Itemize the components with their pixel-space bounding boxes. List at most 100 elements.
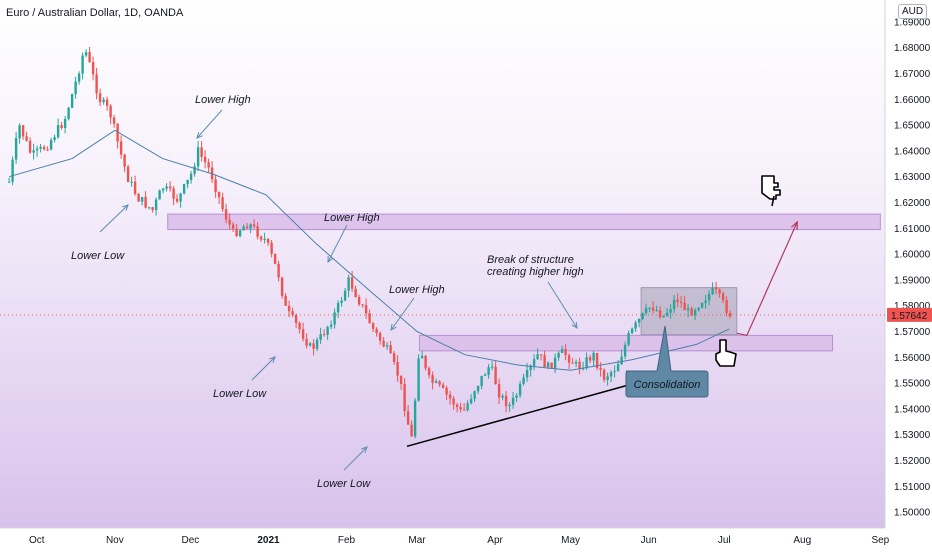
resistance-zone-1 [167,213,881,231]
candle-body [165,186,168,189]
candle-body [186,179,189,185]
x-tick-label: Apr [487,535,503,546]
candle-body [452,398,455,405]
candle-body [483,374,487,376]
label-break-structure-line1: Break of structure [487,254,574,266]
candle-body [658,310,662,318]
candle-body [476,385,480,392]
label-lower-low-3: Lower Low [317,478,371,490]
candle-body [585,357,588,369]
candle-body [546,362,550,368]
candle-body [28,140,32,153]
candle-body [74,81,77,95]
candle-body [690,308,693,316]
candle-body [221,197,224,210]
candle-body [301,329,305,339]
candle-body [427,368,431,376]
pointer-lower-high-1 [196,109,223,139]
candle-body [602,369,606,380]
candle-body [151,207,154,211]
candle-body [277,263,280,278]
candle-body [441,384,445,388]
candle-body [490,366,494,368]
candle-body [417,358,420,401]
candle-body [347,277,350,291]
candle-body [298,322,301,330]
x-tick-label: Mar [408,535,426,546]
candle-body [420,355,424,359]
candle-body [35,148,39,151]
candle-body [718,289,721,294]
candle-body [378,333,382,341]
y-tick-label: 1.60000 [894,250,931,261]
candle-body [567,355,571,363]
candle-body [109,105,112,118]
candle-body [235,228,238,237]
candle-body [375,328,378,334]
hand-up-finger [771,195,775,207]
candle-body [361,304,364,306]
candle-body [410,424,413,437]
candle-body [7,181,11,183]
y-tick-label: 1.67000 [894,69,931,80]
candle-body [144,197,147,208]
pointer-lower-low-3 [343,446,368,471]
pointer-break-structure [547,281,578,329]
consolidation-callout [625,325,709,398]
candle-body [154,199,158,211]
candle-body [396,361,399,376]
candle-body [11,159,14,182]
candle-body [651,307,655,311]
candle-body [623,344,627,357]
candle-body [263,239,266,241]
candle-body [536,354,539,360]
candle-body [550,362,553,369]
candle-body [455,404,459,407]
candle-body [707,294,711,301]
candle-body [133,181,137,194]
candle-body [140,197,144,202]
x-tick-label: 2021 [257,535,280,546]
candle-body [392,353,396,362]
candle-body [665,312,669,316]
candle-body [371,323,375,329]
candle-body [630,328,634,334]
hand-down-shape [715,339,737,367]
candle-body [560,349,564,353]
candle-body [581,368,585,370]
candle-body [532,359,536,366]
projection-arrowhead [790,220,798,230]
candle-body [644,307,648,314]
candle-body [217,191,221,198]
x-tick-label: Nov [106,535,124,546]
candle-body [364,305,368,314]
candle-body [294,315,298,323]
candle-body [42,146,46,150]
support-trendline [406,375,659,448]
y-tick-label: 1.69000 [894,17,931,28]
y-tick-label: 1.51000 [894,482,931,493]
candle-body [448,394,452,399]
candle-body [340,300,343,304]
y-tick-label: 1.55000 [894,379,931,390]
currency-button[interactable]: AUD [898,4,928,19]
candle-body [571,362,574,364]
candle-body [462,409,466,411]
candle-body [158,190,161,200]
candle-body [686,308,690,311]
candle-body [60,125,63,129]
candle-body [333,312,336,325]
candle-body [406,411,410,425]
candle-body [599,368,602,370]
candle-body [91,62,95,75]
candle-body [112,117,116,124]
candle-body [616,364,620,372]
candle-body [39,146,42,149]
candle-body [700,303,704,308]
candle-body [182,184,186,194]
candle-body [200,147,203,157]
candle-body [326,326,329,335]
pointer-lower-high-3 [390,297,415,331]
candle-body [473,391,476,399]
